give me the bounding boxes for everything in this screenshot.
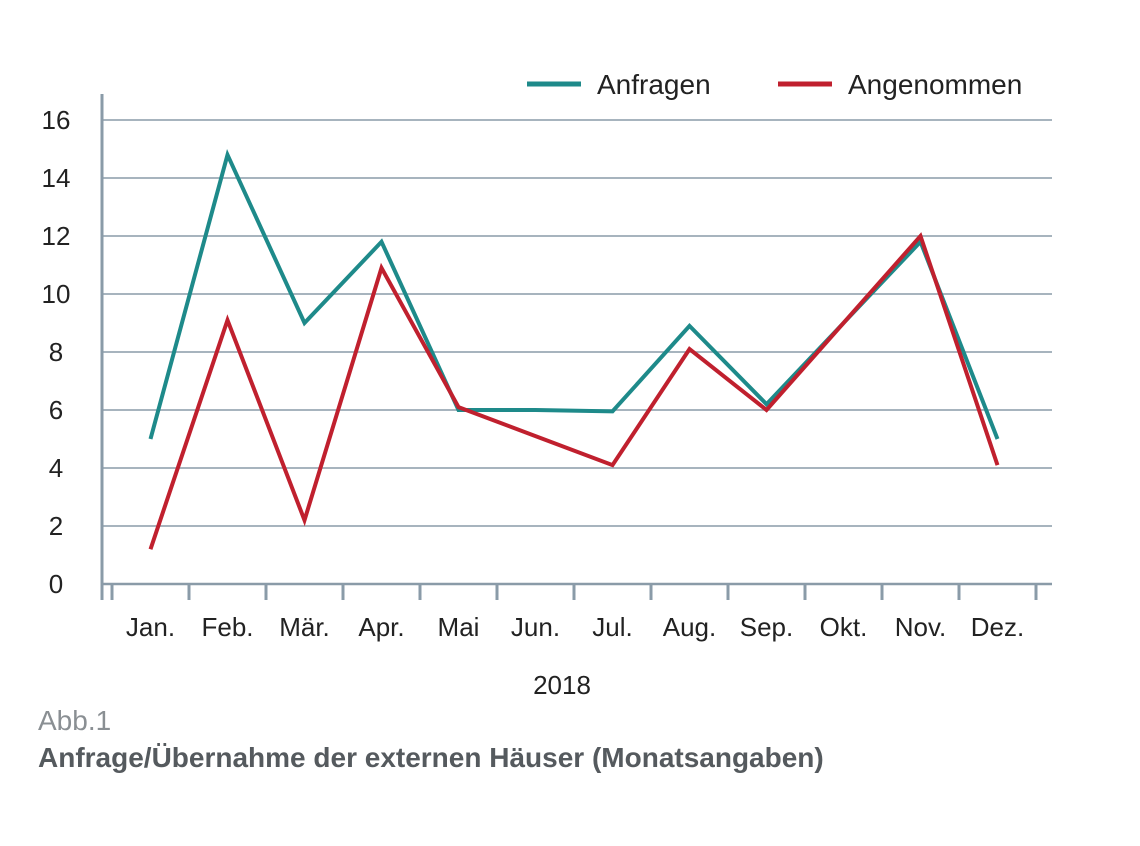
- legend-label-anfragen: Anfragen: [597, 69, 711, 100]
- x-tick-label-3: Apr.: [358, 612, 404, 642]
- x-tick-label-11: Dez.: [971, 612, 1024, 642]
- x-tick-label-5: Jun.: [511, 612, 560, 642]
- axes: [100, 94, 1052, 600]
- y-tick-label-0: 0: [49, 569, 63, 599]
- y-tick-label-14: 14: [42, 163, 71, 193]
- legend-label-angenommen: Angenommen: [848, 69, 1022, 100]
- gridlines: [102, 119, 1052, 527]
- line-chart: 0 2 4 6 8 10 12 14 16 Jan. Feb. Mär. Apr. Mai Jun. Jul…: [42, 69, 1052, 700]
- figure-number: Abb.1: [38, 705, 112, 736]
- y-tick-label-12: 12: [42, 221, 71, 251]
- x-tick-label-10: Nov.: [895, 612, 947, 642]
- y-tick-label-10: 10: [42, 279, 71, 309]
- x-tick-label-2: Mär.: [279, 612, 330, 642]
- y-tick-label-8: 8: [49, 337, 63, 367]
- x-tick-labels: Jan. Feb. Mär. Apr. Mai Jun. Jul. Aug. Sep. Okt. N…: [126, 612, 1024, 642]
- y-tick-labels: 0 2 4 6 8 10 12 14 16: [42, 105, 71, 599]
- y-tick-label-4: 4: [49, 453, 63, 483]
- series-line-angenommen: [148, 232, 1000, 550]
- figure-caption: Abb.1 Anfrage/Übernahme der externen Häu…: [38, 704, 824, 778]
- figure-title: Anfrage/Übernahme der externen Häuser (M…: [38, 742, 824, 773]
- x-axis-label: 2018: [533, 670, 591, 700]
- x-tick-label-9: Okt.: [820, 612, 868, 642]
- y-tick-label-2: 2: [49, 511, 63, 541]
- legend: Anfragen Angenommen: [527, 69, 1022, 100]
- y-tick-label-6: 6: [49, 395, 63, 425]
- data-series: [148, 148, 1000, 550]
- x-tick-label-0: Jan.: [126, 612, 175, 642]
- y-tick-label-16: 16: [42, 105, 71, 135]
- x-tick-label-4: Mai: [438, 612, 480, 642]
- series-line-anfragen: [148, 148, 1000, 440]
- x-tick-label-1: Feb.: [201, 612, 253, 642]
- x-tick-label-6: Jul.: [592, 612, 632, 642]
- x-tick-label-8: Sep.: [740, 612, 794, 642]
- x-tick-label-7: Aug.: [663, 612, 717, 642]
